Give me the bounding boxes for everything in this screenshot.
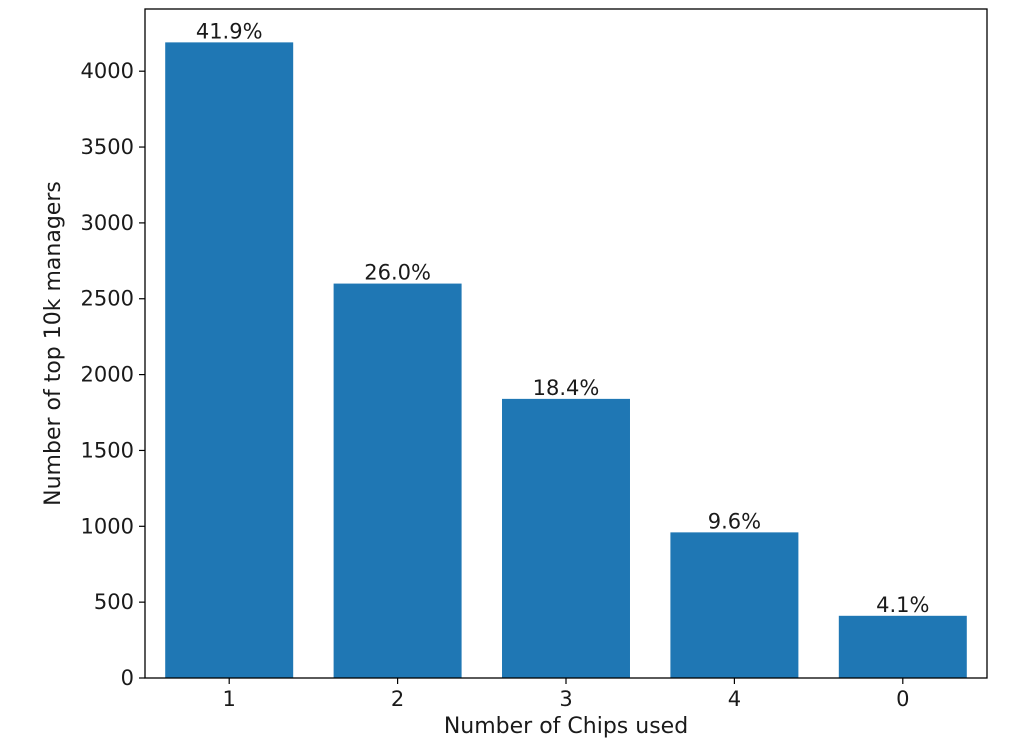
- y-axis: 0 500 1000 1500 2000 2500 3000 3500 4000: [81, 59, 145, 690]
- y-tick-label: 2500: [81, 287, 134, 311]
- x-tick-label: 3: [559, 687, 572, 711]
- y-tick-label: 3000: [81, 211, 134, 235]
- bar-data-label: 41.9%: [196, 19, 263, 43]
- y-tick-label: 1000: [81, 514, 134, 538]
- bar-data-label: 4.1%: [876, 593, 929, 617]
- x-tick-label: 1: [223, 687, 236, 711]
- bar-data-label: 18.4%: [533, 376, 600, 400]
- y-tick-label: 4000: [81, 59, 134, 83]
- bar: [838, 615, 967, 678]
- x-tick-label: 0: [896, 687, 909, 711]
- y-tick-label: 2000: [81, 363, 134, 387]
- bar: [502, 398, 630, 678]
- x-axis-label: Number of Chips used: [444, 714, 688, 739]
- bar: [670, 532, 799, 678]
- bar: [333, 283, 462, 678]
- x-axis: 1 2 3 4 0: [223, 678, 909, 711]
- y-axis-label: Number of top 10k managers: [41, 181, 66, 506]
- bar: [165, 42, 294, 679]
- y-tick-label: 500: [94, 590, 134, 614]
- y-tick-label: 0: [121, 666, 134, 690]
- x-tick-label: 2: [391, 687, 404, 711]
- bars-group: [165, 42, 967, 679]
- bar-labels-group: 41.9% 26.0% 18.4% 9.6% 4.1%: [196, 19, 930, 616]
- bar-data-label: 26.0%: [364, 261, 431, 285]
- y-tick-label: 1500: [81, 438, 134, 462]
- plot-frame: [144, 8, 988, 679]
- x-tick-label: 4: [728, 687, 741, 711]
- y-tick-label: 3500: [81, 135, 134, 159]
- bar-data-label: 9.6%: [708, 509, 761, 533]
